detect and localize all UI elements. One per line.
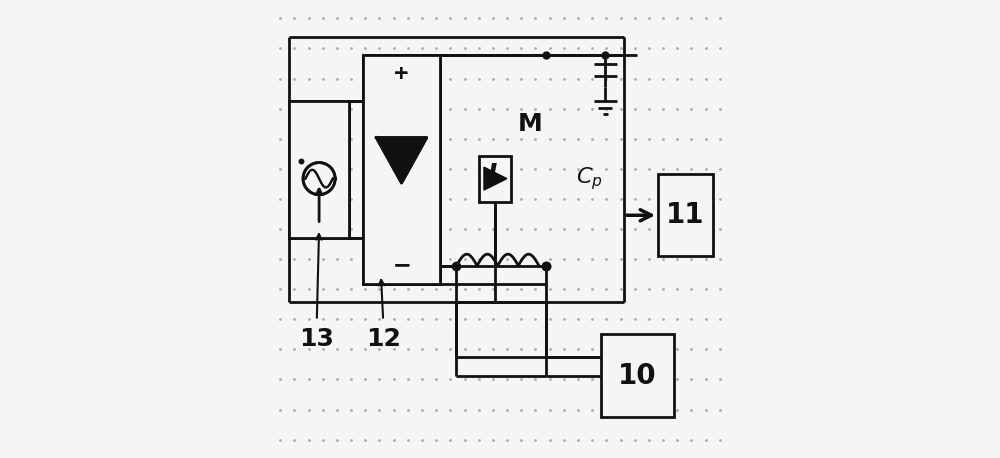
Polygon shape (376, 138, 427, 183)
Bar (289, 101, 349, 238)
Bar (363, 55, 440, 284)
Text: −: − (392, 256, 411, 276)
Text: M: M (517, 112, 542, 136)
Text: L: L (487, 162, 503, 186)
Text: 11: 11 (666, 201, 705, 229)
Text: 13: 13 (299, 327, 334, 351)
Polygon shape (484, 167, 507, 190)
Text: 12: 12 (366, 327, 401, 351)
Text: +: + (393, 64, 410, 83)
Bar (479, 156, 511, 202)
Bar (658, 174, 713, 256)
Bar (289, 101, 349, 238)
Bar (601, 334, 674, 417)
Text: +: + (393, 64, 410, 83)
Bar (363, 55, 440, 284)
Text: −: − (392, 256, 411, 276)
Text: 10: 10 (618, 361, 657, 390)
Polygon shape (376, 138, 427, 183)
Text: $C_p$: $C_p$ (576, 165, 603, 192)
